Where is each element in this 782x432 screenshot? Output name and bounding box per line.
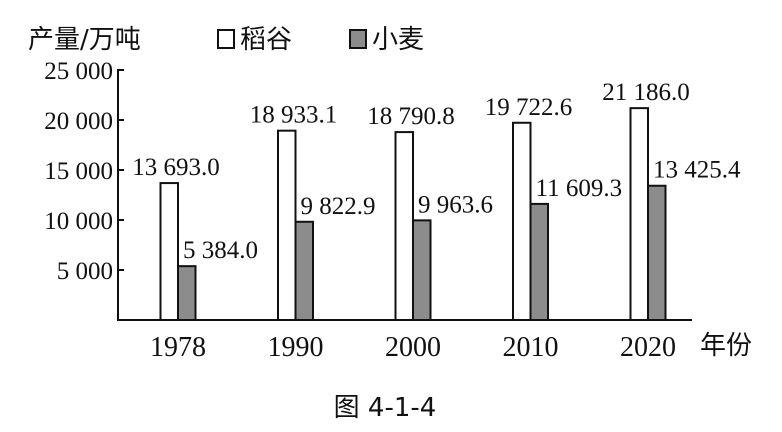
x-tick-label: 2010 (503, 332, 559, 363)
y-tick-label: 20 000 (44, 108, 113, 135)
data-label-rice-2010: 19 722.6 (485, 94, 573, 121)
figure-caption: 图 4-1-4 (334, 393, 437, 423)
legend-label-rice: 稻谷 (240, 25, 292, 55)
data-label-wheat-1990: 9 822.9 (301, 193, 376, 220)
bar-rice-1990 (277, 129, 297, 321)
bar-wheat-1978 (177, 265, 197, 322)
legend-label-wheat: 小麦 (372, 25, 424, 55)
bar-rice-2020 (629, 107, 649, 321)
y-axis-label: 产量/万吨 (28, 25, 141, 55)
y-tick-label: 15 000 (44, 158, 113, 185)
data-label-rice-2020: 21 186.0 (602, 79, 690, 106)
bar-wheat-2010 (529, 202, 549, 321)
bar-wheat-1990 (294, 220, 314, 321)
bar-rice-2010 (512, 121, 532, 321)
legend-swatch-rice (217, 29, 235, 49)
bar-rice-2000 (394, 131, 414, 321)
x-tick-label: 2020 (620, 332, 676, 363)
x-tick-label: 1990 (268, 332, 324, 363)
x-tick-label: 2000 (385, 332, 441, 363)
data-label-rice-1978: 13 693.0 (132, 154, 220, 181)
bar-rice-1978 (159, 182, 179, 321)
bar-wheat-2020 (647, 184, 667, 321)
data-label-rice-2000: 18 790.8 (367, 103, 455, 130)
data-label-wheat-1978: 5 384.0 (183, 237, 258, 264)
bar-wheat-2000 (412, 219, 432, 321)
data-label-wheat-2020: 13 425.4 (653, 157, 741, 184)
data-label-wheat-2010: 11 609.3 (536, 175, 623, 202)
x-axis-label: 年份 (700, 331, 752, 361)
legend-swatch-wheat (349, 29, 367, 49)
data-label-wheat-2000: 9 963.6 (418, 191, 493, 218)
y-tick-label: 5 000 (57, 258, 113, 285)
x-tick-label: 1978 (150, 332, 206, 363)
data-label-rice-1990: 18 933.1 (250, 102, 338, 129)
y-tick-label: 10 000 (44, 208, 113, 235)
y-tick-label: 25 000 (44, 58, 113, 85)
legend: 稻谷 小麦 (217, 25, 424, 55)
